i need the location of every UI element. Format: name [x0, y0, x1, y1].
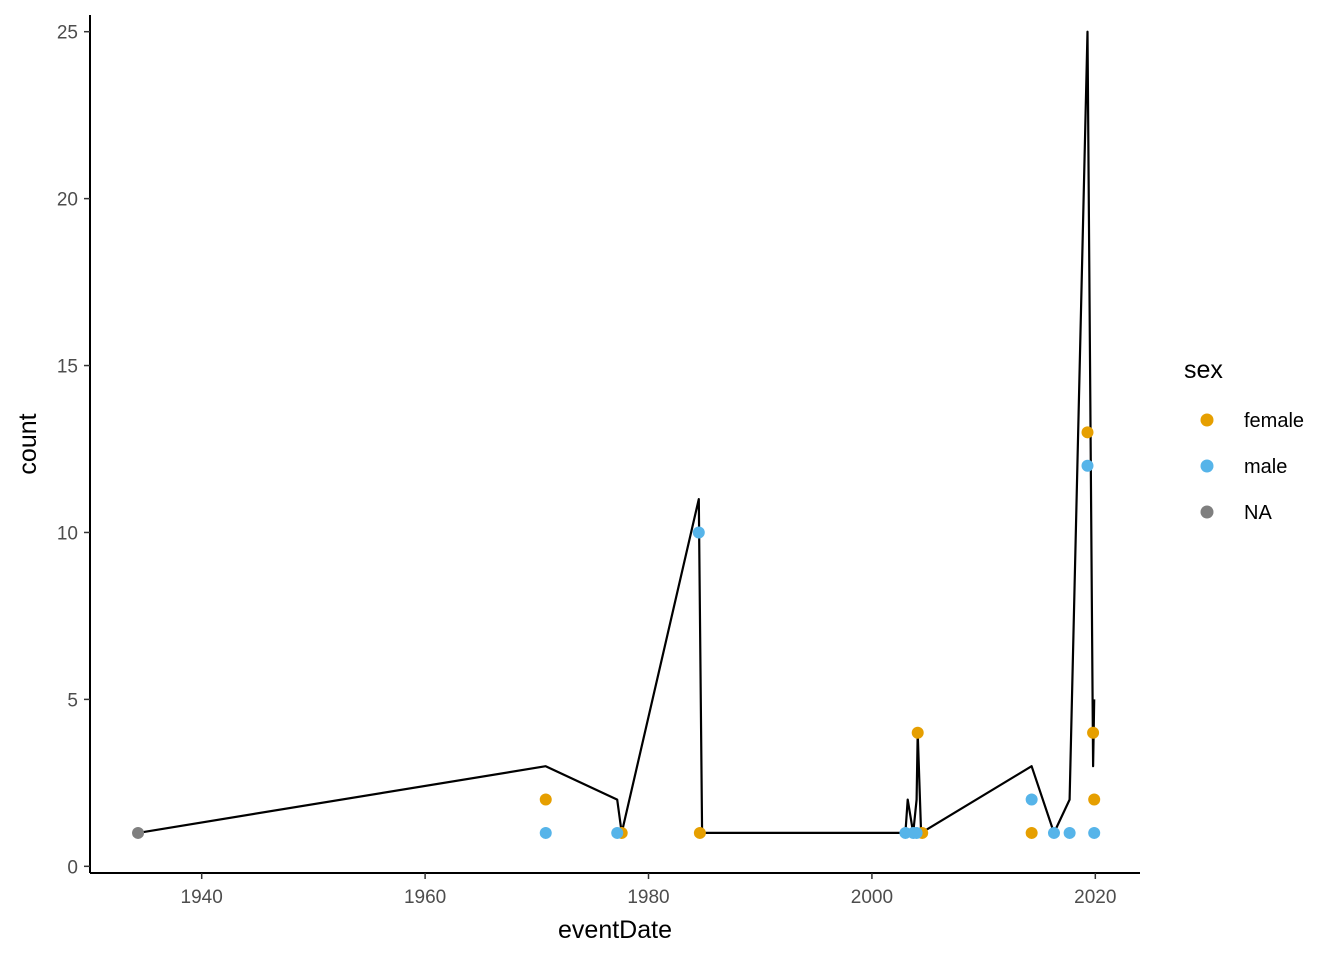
x-tick-label: 1980: [627, 887, 669, 908]
y-axis-ticks: 0 5 10 15 20 25: [57, 23, 90, 878]
x-tick-label: 2000: [851, 887, 893, 908]
point-male: [1025, 793, 1038, 806]
legend-label: male: [1244, 456, 1287, 478]
point-female: [1081, 426, 1094, 439]
y-tick-label: 15: [57, 357, 78, 378]
legend-key-na: [1200, 505, 1214, 519]
point-female: [693, 826, 706, 839]
legend: sex female male NA: [1184, 356, 1304, 524]
point-male: [910, 826, 923, 839]
x-axis-title: eventDate: [558, 916, 672, 944]
y-tick-label: 10: [57, 523, 78, 544]
y-tick-label: 25: [57, 23, 78, 44]
point-male: [1047, 826, 1060, 839]
x-axis-ticks: 1940 1960 1980 2000 2020: [181, 873, 1116, 908]
legend-title: sex: [1184, 356, 1223, 384]
point-male: [539, 826, 552, 839]
plot-area: [132, 30, 1101, 839]
point-female: [1088, 793, 1101, 806]
x-tick-label: 1960: [404, 887, 446, 908]
point-male: [1088, 826, 1101, 839]
legend-key-female: [1200, 413, 1214, 427]
series-male: [539, 459, 1101, 839]
x-tick-label: 2020: [1074, 887, 1116, 908]
y-tick-label: 0: [67, 857, 78, 878]
y-tick-label: 20: [57, 190, 78, 211]
point-male: [692, 526, 705, 539]
point-female: [1087, 726, 1100, 739]
point-male: [611, 826, 624, 839]
series-na: [132, 826, 145, 839]
legend-label: female: [1244, 410, 1304, 432]
point-na: [132, 826, 145, 839]
point-male: [1081, 459, 1094, 472]
point-female: [539, 793, 552, 806]
legend-key-male: [1200, 459, 1214, 473]
count-line: [137, 30, 1096, 835]
y-tick-label: 5: [67, 690, 78, 711]
point-female: [1025, 826, 1038, 839]
legend-label: NA: [1244, 502, 1272, 524]
point-male: [1063, 826, 1076, 839]
point-female: [911, 726, 924, 739]
y-axis-title: count: [14, 413, 42, 474]
x-tick-label: 1940: [181, 887, 223, 908]
series-female: [539, 426, 1101, 839]
